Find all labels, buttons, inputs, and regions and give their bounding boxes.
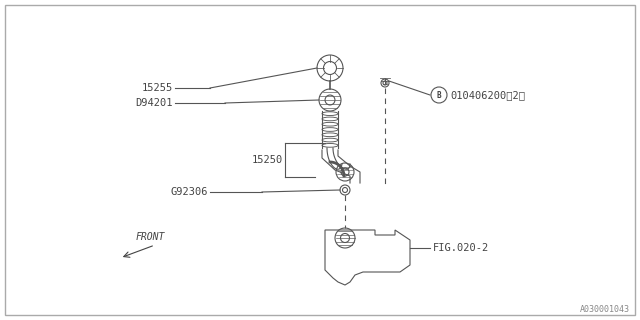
- Text: FRONT: FRONT: [135, 232, 164, 242]
- Text: 010406200（2）: 010406200（2）: [450, 90, 525, 100]
- Text: 15255: 15255: [141, 83, 173, 93]
- Text: 15250: 15250: [252, 155, 283, 165]
- Text: A030001043: A030001043: [580, 305, 630, 314]
- Text: G92306: G92306: [170, 187, 208, 197]
- Text: D94201: D94201: [136, 98, 173, 108]
- Text: B: B: [436, 91, 442, 100]
- Text: FIG.020-2: FIG.020-2: [433, 243, 489, 253]
